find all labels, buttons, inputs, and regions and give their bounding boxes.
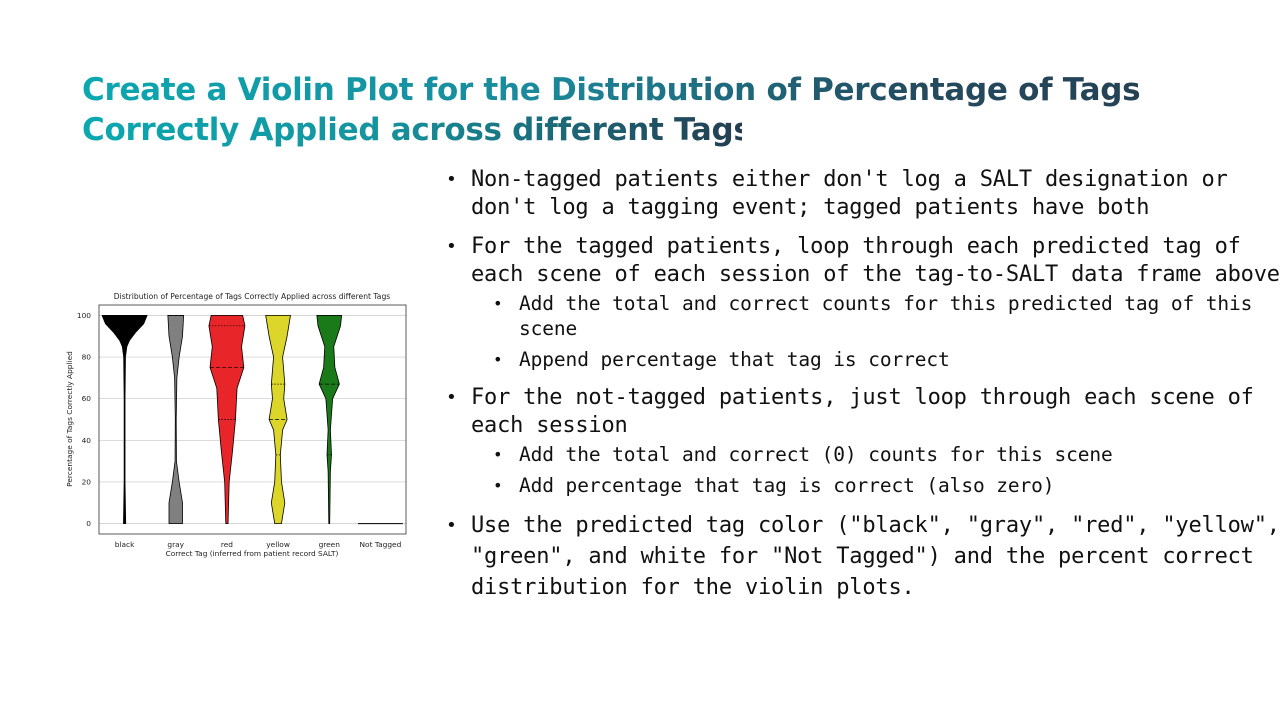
violin-gray — [167, 315, 185, 524]
sub-bullet-item: Add the total and correct counts for thi… — [493, 291, 1280, 341]
x-tick-label: green — [319, 540, 341, 549]
y-axis-label: Percentage of Tags Correctly Applied — [65, 351, 74, 487]
y-tick-label: 60 — [82, 394, 92, 403]
title-line-2: Correctly Applied across different Tags — [82, 112, 752, 148]
violin-plot: Distribution of Percentage of Tags Corre… — [65, 292, 407, 558]
bullet-text: Use the predicted tag color ("black", "g… — [471, 513, 1280, 600]
sub-bullet-item: Add the total and correct (0) counts for… — [493, 442, 1280, 467]
violin-yellow — [265, 315, 291, 524]
violin-body — [167, 315, 185, 524]
bullet-item: For the tagged patients, loop through ea… — [446, 233, 1280, 372]
sub-bullet-list: Add the total and correct (0) counts for… — [471, 442, 1280, 498]
y-tick-label: 40 — [82, 436, 92, 445]
sub-bullet-item: Add percentage that tag is correct (also… — [493, 473, 1280, 498]
x-tick-labels: black gray red yellow green Not Tagged — [115, 540, 402, 549]
chart-title: Distribution of Percentage of Tags Corre… — [114, 292, 391, 301]
gridlines — [99, 315, 406, 524]
violin-body — [316, 315, 343, 524]
violin-red — [208, 315, 246, 524]
bullet-text: Non-tagged patients either don't log a S… — [471, 167, 1228, 220]
bullet-text: For the not-tagged patients, just loop t… — [471, 385, 1254, 438]
y-tick-label: 100 — [77, 311, 91, 320]
violin-body — [101, 315, 148, 524]
x-tick-label: Not Tagged — [360, 540, 402, 549]
sub-bullet-item: Append percentage that tag is correct — [493, 347, 1280, 372]
title-line-1: Create a Violin Plot for the Distributio… — [82, 70, 1202, 110]
x-tick-label: red — [221, 540, 233, 549]
violins — [101, 315, 403, 525]
violin-black — [101, 315, 148, 524]
y-tick-labels: 0 20 40 60 80 100 — [77, 311, 91, 528]
x-axis-label: Correct Tag (inferred from patient recor… — [166, 549, 339, 558]
violin-body — [208, 315, 246, 524]
bullet-text: For the tagged patients, loop through ea… — [471, 234, 1280, 287]
x-tick-label: gray — [167, 540, 184, 549]
x-tick-label: black — [115, 540, 135, 549]
bullet-list: Non-tagged patients either don't log a S… — [446, 166, 1280, 615]
x-tick-label: yellow — [266, 540, 290, 549]
plot-frame — [98, 304, 407, 535]
sub-bullet-list: Add the total and correct counts for thi… — [471, 291, 1280, 372]
slide-title: Create a Violin Plot for the Distributio… — [82, 70, 1202, 150]
bullet-item: For the not-tagged patients, just loop t… — [446, 384, 1280, 498]
y-tick-label: 80 — [82, 353, 92, 362]
bullet-item: Use the predicted tag color ("black", "g… — [446, 510, 1280, 603]
bullet-item: Non-tagged patients either don't log a S… — [446, 166, 1280, 221]
y-tick-label: 20 — [82, 477, 92, 486]
violin-green — [316, 315, 343, 524]
y-tick-label: 0 — [86, 519, 91, 528]
